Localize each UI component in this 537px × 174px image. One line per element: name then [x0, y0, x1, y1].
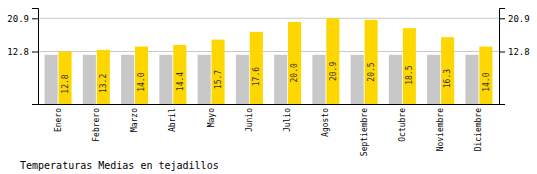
tick-label: Mayo	[207, 108, 216, 127]
tick: Febrero	[92, 108, 101, 142]
tick-label: 12.8	[7, 47, 29, 57]
data-label: 13.2	[99, 74, 108, 93]
tick-label: Marzo	[130, 108, 139, 132]
bar	[97, 50, 110, 104]
tick: Mayo	[207, 108, 216, 127]
tick: Octubre	[398, 108, 407, 142]
tick: 20.9	[7, 14, 38, 24]
bar	[250, 32, 263, 104]
bar	[389, 55, 402, 104]
data-label: 14.0	[137, 72, 146, 91]
data-label: 18.5	[405, 65, 414, 84]
tick: Diciembre	[474, 108, 483, 152]
bar	[83, 55, 96, 104]
title: Temperaturas Medias en tejadillos	[20, 160, 219, 171]
tick-label: Junio	[245, 108, 254, 132]
tick-label: Noviembre	[436, 108, 445, 152]
tick: Marzo	[130, 108, 139, 132]
tick-label: 12.8	[508, 47, 530, 57]
bar	[465, 55, 478, 104]
bar	[135, 47, 148, 104]
bar	[427, 55, 440, 104]
x-axis: Enero Febrero Marzo Abril Mayo Junio Julio Agos…	[39, 105, 500, 157]
bar	[312, 55, 325, 104]
data-label: 20.0	[290, 63, 299, 82]
tick: Enero	[54, 108, 63, 132]
bar	[479, 47, 492, 104]
bar	[288, 22, 301, 104]
y2-axis: 12.8 20.9	[499, 9, 530, 105]
tick: 20.9	[499, 14, 530, 24]
tick-label: Julio	[283, 108, 292, 132]
bar	[45, 55, 58, 104]
bar	[326, 18, 339, 104]
bar	[351, 55, 364, 104]
plot-area	[45, 18, 493, 104]
data-label: 14.4	[176, 72, 185, 91]
grid-line	[38, 18, 499, 19]
tick: Junio	[245, 108, 254, 132]
tick: Julio	[283, 108, 292, 132]
tick-label: Diciembre	[474, 108, 483, 152]
tick-mark	[32, 52, 38, 53]
y2-axis-line	[500, 9, 506, 105]
y-axis-line	[32, 9, 39, 105]
bar	[365, 20, 378, 104]
tick: Agosto	[321, 108, 330, 137]
bar	[121, 55, 134, 104]
tick-label: Septiembre	[360, 108, 369, 156]
bar	[198, 55, 211, 104]
chart: 12.8 13.2 14.0 14.4 15.7 17.6 20.0 20.9 20.5 18.5…	[0, 0, 537, 174]
data-label: 16.3	[443, 69, 452, 88]
data-label: 14.0	[482, 72, 491, 91]
tick-mark	[499, 52, 505, 53]
tick: Abril	[168, 108, 177, 132]
tick-label: Agosto	[321, 108, 330, 137]
bar	[403, 28, 416, 104]
data-label: 20.5	[367, 62, 376, 81]
tick-label: 20.9	[7, 14, 29, 24]
x-axis-line	[39, 104, 500, 105]
tick: Septiembre	[360, 108, 369, 156]
bar	[441, 37, 454, 104]
data-label: 17.6	[252, 67, 261, 86]
bar	[236, 55, 249, 104]
data-label: 12.8	[61, 74, 70, 93]
bar	[173, 45, 186, 104]
tick: Noviembre	[436, 108, 445, 152]
grid	[38, 18, 499, 51]
tick-mark	[32, 18, 38, 19]
data-labels: 12.8 13.2 14.0 14.4 15.7 17.6 20.0 20.9 20.5 18.5…	[61, 62, 491, 94]
tick: 12.8	[499, 47, 530, 57]
data-label: 15.7	[214, 70, 223, 89]
bar	[212, 40, 225, 104]
bar	[274, 55, 287, 104]
tick-label: Enero	[54, 108, 63, 132]
tick-label: Octubre	[398, 108, 407, 142]
y-axis: 12.8 20.9	[7, 9, 38, 105]
tick-mark	[499, 18, 505, 19]
data-label: 20.9	[329, 62, 338, 81]
tick-label: 20.9	[508, 14, 530, 24]
tick-label: Febrero	[92, 108, 101, 142]
bar	[159, 55, 172, 104]
bar	[59, 52, 72, 104]
tick-label: Abril	[168, 108, 177, 132]
tick: 12.8	[7, 47, 38, 57]
